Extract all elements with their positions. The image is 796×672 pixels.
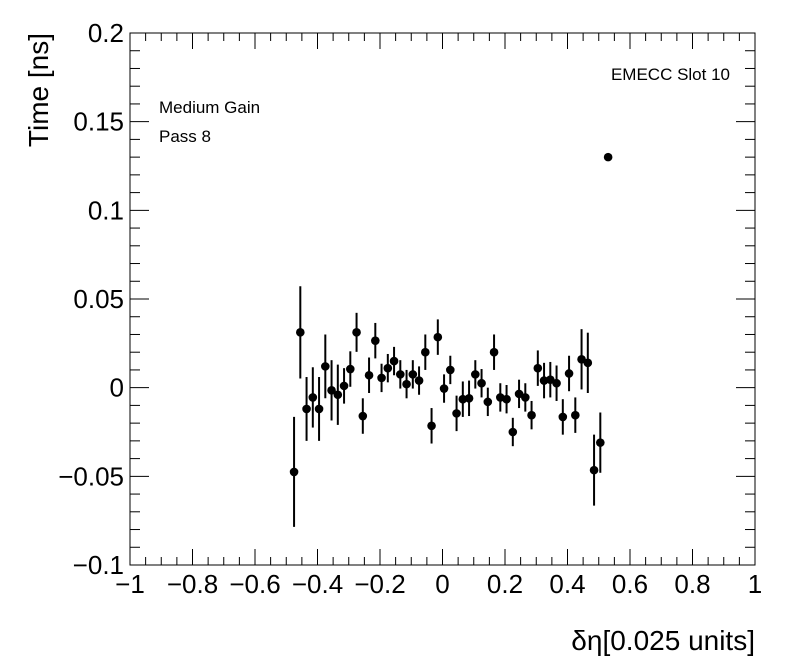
- data-point: [489, 347, 499, 357]
- data-point: [333, 390, 343, 400]
- data-point: [389, 356, 399, 366]
- error-bars: [293, 286, 602, 527]
- x-tick-labels: −1 −0.8 −0.6 −0.4 −0.2 0 0.2 0.4 0.6 0.8 1: [115, 569, 762, 599]
- data-point: [371, 336, 380, 345]
- data-point: [408, 370, 418, 379]
- data-point: [321, 362, 330, 371]
- data-point: [464, 394, 474, 403]
- data-point: [583, 358, 593, 368]
- data-point: [346, 364, 355, 374]
- data-point: [603, 152, 613, 162]
- x-tick-label: 0.6: [612, 569, 648, 599]
- x-tick-label: −0.2: [354, 569, 405, 599]
- y-axis-title: Time [ns]: [23, 33, 54, 147]
- data-point: [514, 389, 524, 399]
- data-point: [383, 363, 393, 373]
- data-point: [339, 381, 349, 391]
- y-tick-label: −0.1: [73, 550, 124, 580]
- data-point: [296, 328, 305, 337]
- data-point: [558, 412, 568, 422]
- x-axis-title: δη[0.025 units]: [571, 625, 755, 656]
- data-point: [571, 410, 580, 420]
- data-point: [414, 376, 424, 385]
- data-point: [289, 467, 299, 477]
- data-point: [433, 332, 443, 342]
- data-point: [577, 354, 586, 364]
- y-tick-label: 0.2: [88, 18, 124, 48]
- data-point: [596, 438, 605, 447]
- y-tick-label: −0.05: [58, 461, 124, 491]
- y-tick-label: 0.15: [73, 107, 124, 137]
- data-point: [527, 410, 536, 420]
- data-point: [308, 393, 318, 402]
- data-point: [396, 370, 405, 379]
- x-tick-label: 0.8: [674, 569, 710, 599]
- data-point: [439, 384, 449, 393]
- x-tick-label: 0: [435, 569, 449, 599]
- y-tick-labels: −0.1 −0.05 0 0.05 0.1 0.15 0.2: [58, 18, 124, 580]
- data-point: [358, 411, 368, 421]
- data-point: [502, 394, 511, 404]
- data-point: [446, 365, 455, 375]
- data-point: [546, 375, 555, 384]
- data-point: [302, 404, 311, 414]
- data-points: [289, 152, 613, 477]
- annotation-slot: EMECC Slot 10: [611, 65, 730, 84]
- y-tick-label: 0: [110, 373, 124, 403]
- x-tick-label: 0.2: [487, 569, 523, 599]
- axis-ticks: [129, 32, 756, 566]
- data-point: [352, 328, 361, 337]
- data-point: [452, 409, 461, 418]
- x-tick-label: −0.8: [167, 569, 218, 599]
- data-point: [402, 379, 411, 389]
- data-point: [427, 421, 436, 431]
- x-tick-label: −0.6: [229, 569, 280, 599]
- data-point: [533, 363, 543, 373]
- data-point: [508, 427, 518, 437]
- data-point: [314, 404, 324, 414]
- annotation-pass: Pass 8: [159, 127, 211, 146]
- x-tick-label: 1: [748, 569, 762, 599]
- data-point: [564, 369, 574, 378]
- data-point: [477, 378, 486, 388]
- data-point: [589, 465, 599, 475]
- x-tick-label: −0.4: [292, 569, 343, 599]
- data-point: [377, 373, 386, 383]
- data-point: [364, 370, 374, 380]
- data-point: [421, 347, 430, 357]
- y-tick-label: 0.1: [88, 195, 124, 225]
- x-tick-label: −1: [115, 569, 145, 599]
- data-point: [327, 386, 336, 395]
- data-point: [483, 397, 493, 407]
- data-point: [471, 370, 480, 379]
- annotation-gain: Medium Gain: [159, 98, 260, 117]
- data-point: [552, 378, 561, 388]
- data-point: [521, 393, 530, 402]
- x-tick-label: 0.4: [549, 569, 585, 599]
- y-tick-label: 0.05: [73, 284, 124, 314]
